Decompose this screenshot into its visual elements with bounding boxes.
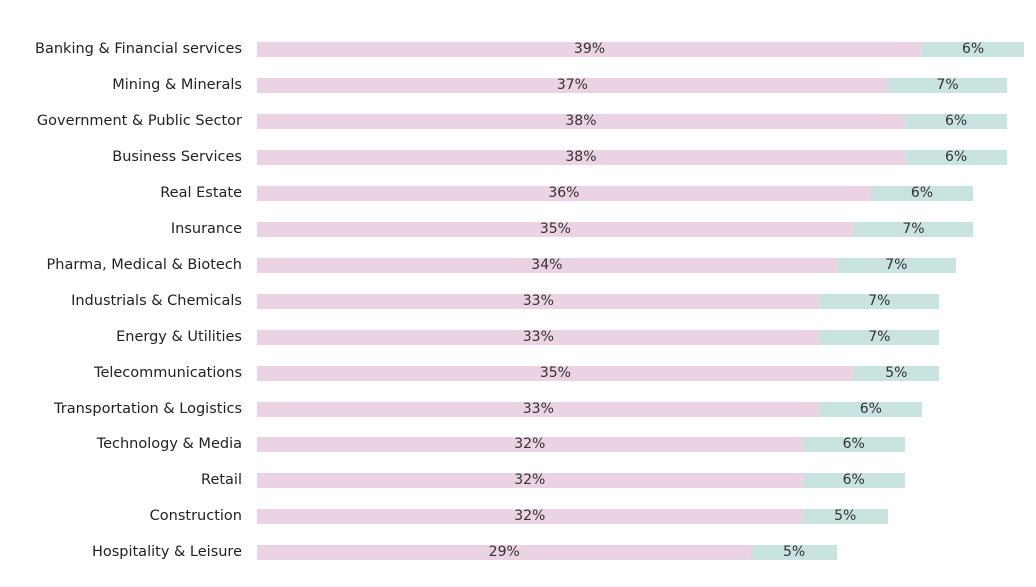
bar-row: Energy & Utilities 33% 7% <box>0 319 1036 355</box>
data-label-secondary: 5% <box>834 508 857 525</box>
category-label: Government & Public Sector <box>36 112 242 129</box>
bar-row: Retail 32% 6% <box>0 462 1036 498</box>
category-label: Real Estate <box>160 184 242 201</box>
bar-segment-primary <box>257 545 752 561</box>
category-label: Retail <box>201 472 242 489</box>
bar-segment-secondary <box>836 257 957 273</box>
data-label-primary: 34% <box>531 256 563 273</box>
bar-segment-secondary <box>802 509 888 525</box>
data-label-primary: 29% <box>488 544 520 561</box>
data-label-secondary: 6% <box>910 184 934 201</box>
bar-segment-secondary <box>819 401 922 417</box>
data-label-secondary: 7% <box>902 220 925 237</box>
data-label-primary: 32% <box>514 472 546 489</box>
category-label: Business Services <box>112 148 242 165</box>
category-label: Banking & Financial services <box>35 41 242 57</box>
category-label: Technology & Media <box>96 436 242 453</box>
data-label-secondary: 6% <box>842 436 865 453</box>
bar-segment-primary <box>257 257 837 273</box>
data-label-secondary: 7% <box>868 328 891 345</box>
data-label-primary: 38% <box>565 112 597 129</box>
data-label-secondary: 6% <box>859 400 882 417</box>
bar-segment-secondary <box>819 329 939 345</box>
bar-row: Business Services 38% 6% <box>0 139 1036 175</box>
data-label-secondary: 7% <box>868 292 891 309</box>
data-label-primary: 35% <box>539 364 571 381</box>
bar-row: Hospitality & Leisure 29% 5% <box>0 534 1036 570</box>
data-label-secondary: 7% <box>936 76 959 93</box>
bar-segment-secondary <box>887 77 1008 93</box>
bar-row: Industrials & Chemicals 33% 7% <box>0 283 1036 319</box>
bar-segment-secondary <box>802 473 905 489</box>
data-label-secondary: 6% <box>842 472 865 489</box>
data-label-primary: 35% <box>539 220 571 237</box>
bar-segment-primary <box>257 185 871 201</box>
bar-segment-primary <box>257 365 854 381</box>
category-label: Hospitality & Leisure <box>91 544 242 561</box>
data-label-secondary: 6% <box>961 41 985 57</box>
data-label-primary: 32% <box>514 436 546 453</box>
category-label: Industrials & Chemicals <box>71 292 242 309</box>
category-label: Telecommunications <box>94 364 242 381</box>
data-label-secondary: 6% <box>944 112 968 129</box>
data-label-secondary: 5% <box>782 544 806 561</box>
bar-segment-primary <box>257 473 803 489</box>
bar-segment-secondary <box>904 113 1008 129</box>
bar-row: Insurance 35% 7% <box>0 211 1036 247</box>
bar-row: Technology & Media 32% 6% <box>0 426 1036 462</box>
bar-segment-secondary <box>819 293 939 309</box>
category-label: Construction <box>149 508 242 525</box>
data-label-primary: 39% <box>573 41 606 57</box>
bar-segment-primary <box>257 293 820 309</box>
bar-segment-secondary <box>904 149 1008 165</box>
bar-row: Banking & Financial services 39% 6% <box>0 31 1036 67</box>
bar-segment-primary <box>257 437 803 453</box>
data-label-primary: 32% <box>514 508 546 525</box>
bar-segment-secondary <box>853 365 939 381</box>
bar-segment-primary <box>257 401 820 417</box>
bar-segment-primary <box>257 509 803 525</box>
bar-row: Real Estate 36% 6% <box>0 175 1036 211</box>
bar-row: Mining & Minerals 37% 7% <box>0 67 1036 103</box>
data-label-secondary: 7% <box>885 256 908 273</box>
category-label: Insurance <box>170 220 242 237</box>
bar-row: Pharma, Medical & Biotech 34% 7% <box>0 247 1036 283</box>
data-label-primary: 33% <box>522 328 554 345</box>
bar-segment-secondary <box>853 221 974 237</box>
bar-segment-primary <box>257 113 905 129</box>
bar-segment-primary <box>257 149 905 165</box>
bar-segment-primary <box>257 77 888 93</box>
bar-segment-secondary <box>870 185 974 201</box>
data-label-primary: 33% <box>522 400 554 417</box>
bar-segment-primary <box>257 221 854 237</box>
category-label: Mining & Minerals <box>112 76 242 93</box>
bar-row: Transportation & Logistics 33% 6% <box>0 391 1036 427</box>
category-label: Pharma, Medical & Biotech <box>46 256 242 273</box>
category-label: Transportation & Logistics <box>54 400 242 417</box>
data-label-primary: 33% <box>522 292 554 309</box>
bar-segment-primary <box>257 42 922 57</box>
bar-row: Construction 32% 5% <box>0 498 1036 534</box>
bar-segment-secondary <box>751 545 837 561</box>
data-label-secondary: 5% <box>885 364 908 381</box>
bar-row: Telecommunications 35% 5% <box>0 355 1036 391</box>
data-label-primary: 37% <box>556 76 588 93</box>
category-label: Energy & Utilities <box>116 328 242 345</box>
bar-row: Government & Public Sector 38% 6% <box>0 103 1036 139</box>
bar-segment-secondary <box>921 42 1025 57</box>
data-label-primary: 38% <box>565 148 597 165</box>
data-label-primary: 36% <box>548 184 580 201</box>
data-label-secondary: 6% <box>944 148 968 165</box>
bar-segment-primary <box>257 329 820 345</box>
bar-segment-secondary <box>802 437 905 453</box>
